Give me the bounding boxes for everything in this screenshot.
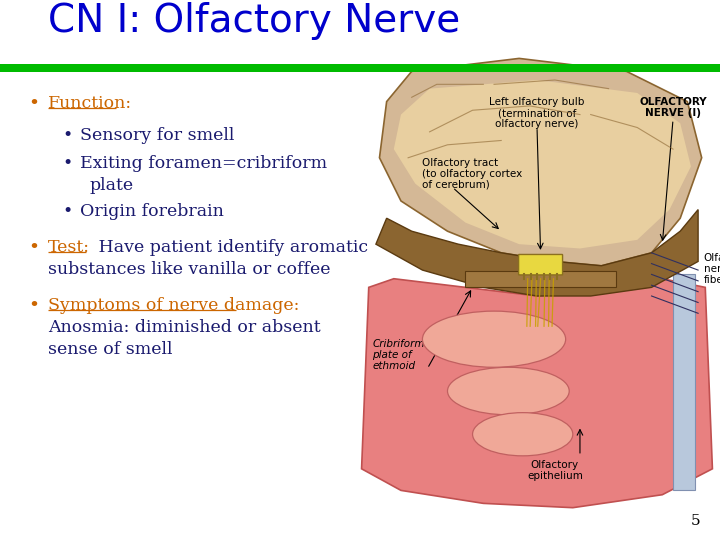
Polygon shape <box>379 58 702 266</box>
Text: olfactory nerve): olfactory nerve) <box>495 119 579 129</box>
Text: plate of: plate of <box>372 350 412 360</box>
Text: NERVE (I): NERVE (I) <box>645 109 701 118</box>
Text: CN I: Olfactory Nerve: CN I: Olfactory Nerve <box>48 2 460 40</box>
Text: •: • <box>62 155 72 172</box>
Text: Olfactory: Olfactory <box>531 460 579 470</box>
Text: Exiting foramen=cribriform: Exiting foramen=cribriform <box>80 155 327 172</box>
Text: Have patient identify aromatic: Have patient identify aromatic <box>93 239 368 256</box>
Text: of cerebrum): of cerebrum) <box>423 180 490 190</box>
Text: •: • <box>62 127 72 144</box>
Bar <box>673 274 695 490</box>
Text: plate: plate <box>90 177 134 194</box>
Text: sense of smell: sense of smell <box>48 341 173 358</box>
Text: Sensory for smell: Sensory for smell <box>80 127 235 144</box>
Text: Anosmia: diminished or absent: Anosmia: diminished or absent <box>48 319 320 336</box>
Text: Left olfactory bulb: Left olfactory bulb <box>490 97 585 107</box>
Bar <box>358 80 716 512</box>
Text: Cribriform: Cribriform <box>372 339 425 349</box>
Polygon shape <box>394 80 691 248</box>
Ellipse shape <box>472 413 573 456</box>
Text: nerve: nerve <box>703 264 720 274</box>
Bar <box>465 271 616 287</box>
Text: Olfactory: Olfactory <box>703 253 720 263</box>
Text: (to olfactory cortex: (to olfactory cortex <box>423 169 523 179</box>
Text: Function:: Function: <box>48 95 132 112</box>
Polygon shape <box>361 279 712 508</box>
Text: Origin forebrain: Origin forebrain <box>80 203 224 220</box>
Text: fibers: fibers <box>703 275 720 285</box>
Text: Olfactory tract: Olfactory tract <box>423 158 498 168</box>
Text: substances like vanilla or coffee: substances like vanilla or coffee <box>48 261 330 278</box>
Text: •: • <box>28 239 39 257</box>
Text: ethmoid: ethmoid <box>372 361 415 371</box>
Ellipse shape <box>448 367 570 415</box>
Text: Test:: Test: <box>48 239 90 256</box>
Text: 5: 5 <box>690 514 700 528</box>
Text: •: • <box>62 203 72 220</box>
Text: •: • <box>28 297 39 315</box>
Polygon shape <box>376 210 698 296</box>
Text: OLFACTORY: OLFACTORY <box>639 97 707 107</box>
Bar <box>0 64 720 72</box>
Text: epithelium: epithelium <box>527 471 582 481</box>
Text: (termination of: (termination of <box>498 109 576 118</box>
Ellipse shape <box>423 311 566 367</box>
FancyBboxPatch shape <box>518 254 562 275</box>
Text: •: • <box>28 95 39 113</box>
Text: Symptoms of nerve damage:: Symptoms of nerve damage: <box>48 297 300 314</box>
